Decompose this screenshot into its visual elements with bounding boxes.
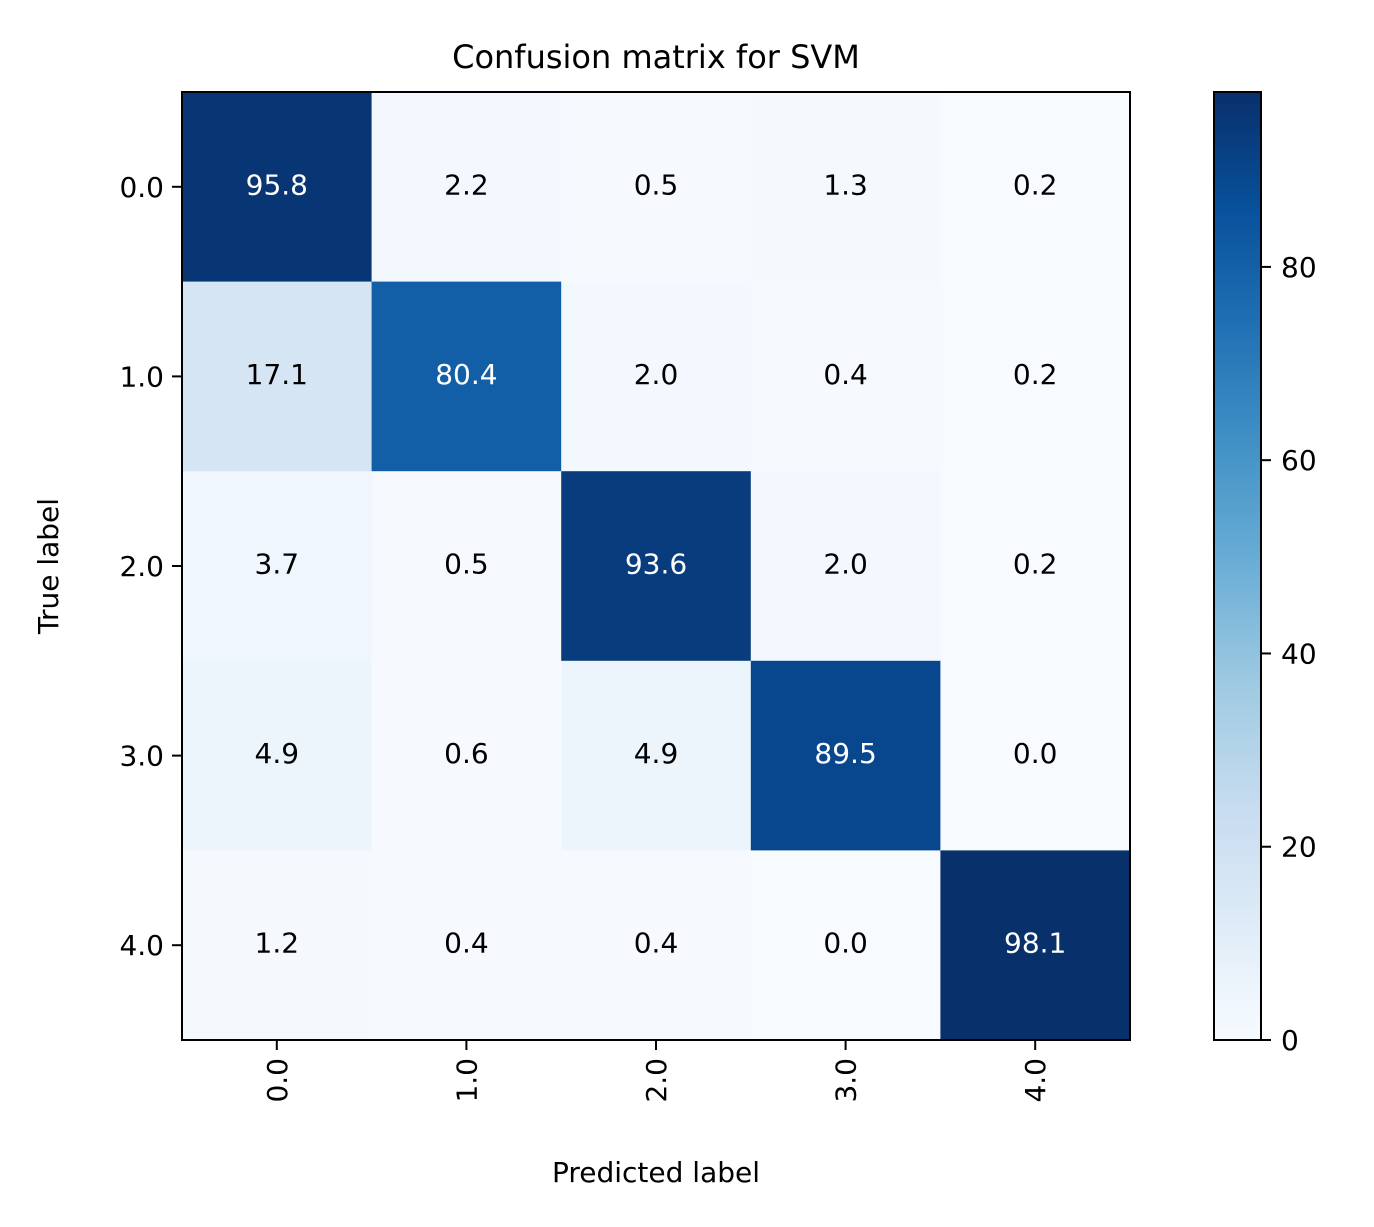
heatmap-cell (561, 850, 752, 1041)
x-tick-label: 2.0 (640, 1058, 673, 1103)
heatmap-cell (750, 850, 941, 1041)
heatmap-cell (750, 92, 941, 283)
heatmap-value-labels: 95.8 2.2 0.5 1.3 0.2 17.1 80.4 2.0 0.4 0.2 3.7 0.5 9… (246, 168, 1067, 959)
cell-value-label: 0.4 (823, 358, 868, 391)
heatmap-cell (182, 281, 373, 472)
colorbar-tick-label: 40 (1281, 637, 1317, 670)
colorbar (1213, 91, 1262, 1041)
heatmap-cell (561, 471, 752, 662)
y-axis-ticks: 0.0 1.0 2.0 3.0 4.0 (119, 171, 182, 962)
cell-value-label: 2.2 (444, 168, 489, 201)
heatmap-cell (561, 281, 752, 472)
y-tick-label: 0.0 (119, 171, 164, 204)
cell-value-label: 0.0 (1013, 737, 1058, 770)
cell-value-label: 2.0 (823, 548, 868, 581)
heatmap-cell (371, 850, 562, 1041)
heatmap-cell (561, 660, 752, 851)
heatmap-cell (371, 92, 562, 283)
colorbar-tick-label: 80 (1281, 251, 1317, 284)
heatmap-cell (371, 471, 562, 662)
heatmap-cell (940, 660, 1131, 851)
heatmap-cell (940, 850, 1131, 1041)
cell-value-label: 0.6 (444, 737, 489, 770)
chart-title: Confusion matrix for SVM (452, 38, 860, 76)
cell-value-label: 80.4 (435, 358, 497, 391)
heatmap-cells (182, 92, 1131, 1041)
cell-value-label: 93.6 (625, 548, 687, 581)
cell-value-label: 98.1 (1004, 927, 1066, 960)
heatmap-cell (750, 281, 941, 472)
cell-value-label: 1.3 (823, 168, 868, 201)
cell-value-label: 0.0 (823, 927, 868, 960)
x-tick-label: 3.0 (830, 1058, 863, 1103)
heatmap-cell (940, 92, 1131, 283)
colorbar-tick-label: 60 (1281, 444, 1317, 477)
heatmap-cell (371, 660, 562, 851)
cell-value-label: 3.7 (255, 548, 300, 581)
x-tick-label: 1.0 (450, 1058, 483, 1103)
x-axis-ticks: 0.0 1.0 2.0 3.0 4.0 (261, 1040, 1052, 1103)
cell-value-label: 0.2 (1013, 358, 1058, 391)
cell-value-label: 0.2 (1013, 168, 1058, 201)
cell-value-label: 4.9 (255, 737, 300, 770)
heatmap-cell (371, 281, 562, 472)
y-tick-label: 3.0 (119, 740, 164, 773)
cell-value-label: 95.8 (246, 168, 308, 201)
cell-value-label: 0.4 (634, 927, 679, 960)
heatmap-cell (182, 92, 373, 283)
cell-value-label: 4.9 (634, 737, 679, 770)
cell-value-label: 89.5 (814, 737, 876, 770)
colorbar-ticks: 0 20 40 60 80 (1261, 251, 1317, 1057)
cell-value-label: 1.2 (255, 927, 300, 960)
x-axis-label: Predicted label (552, 1156, 760, 1189)
heatmap-cell (182, 471, 373, 662)
heatmap-cell (940, 281, 1131, 472)
y-tick-label: 2.0 (119, 550, 164, 583)
x-tick-label: 0.0 (261, 1058, 294, 1103)
heatmap-cell (182, 660, 373, 851)
y-tick-label: 4.0 (119, 929, 164, 962)
heatmap-cell (182, 850, 373, 1041)
y-axis-label: True label (32, 498, 65, 635)
cell-value-label: 0.5 (444, 548, 489, 581)
cell-value-label: 17.1 (246, 358, 308, 391)
y-tick-label: 1.0 (119, 360, 164, 393)
colorbar-tick-label: 20 (1281, 831, 1317, 864)
cell-value-label: 0.4 (444, 927, 489, 960)
x-tick-label: 4.0 (1019, 1058, 1052, 1103)
heatmap-cell (940, 471, 1131, 662)
heatmap-cell (561, 92, 752, 283)
colorbar-tick-label: 0 (1281, 1024, 1299, 1057)
cell-value-label: 0.5 (634, 168, 679, 201)
cell-value-label: 0.2 (1013, 548, 1058, 581)
heatmap-cell (750, 660, 941, 851)
heatmap-cell (750, 471, 941, 662)
cell-value-label: 2.0 (634, 358, 679, 391)
